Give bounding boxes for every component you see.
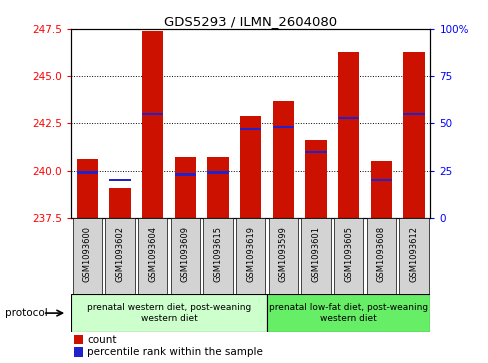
Text: GSM1093604: GSM1093604 xyxy=(148,227,157,282)
Bar xyxy=(403,52,424,218)
Bar xyxy=(77,171,98,174)
Text: GSM1093602: GSM1093602 xyxy=(115,227,124,282)
Bar xyxy=(72,218,102,294)
Text: protocol: protocol xyxy=(5,308,47,318)
Text: percentile rank within the sample: percentile rank within the sample xyxy=(87,347,263,357)
Bar xyxy=(109,188,130,218)
Bar xyxy=(170,218,200,294)
Bar xyxy=(266,294,429,332)
Text: GSM1093619: GSM1093619 xyxy=(245,227,255,282)
Bar xyxy=(305,151,326,153)
Text: GSM1093601: GSM1093601 xyxy=(311,227,320,282)
Text: GSM1093615: GSM1093615 xyxy=(213,227,222,282)
Bar xyxy=(240,116,261,218)
Bar xyxy=(399,218,428,294)
Text: GSM1093612: GSM1093612 xyxy=(408,227,418,282)
Text: GSM1093599: GSM1093599 xyxy=(278,227,287,282)
Title: GDS5293 / ILMN_2604080: GDS5293 / ILMN_2604080 xyxy=(163,15,337,28)
Bar xyxy=(142,31,163,218)
Text: GSM1093605: GSM1093605 xyxy=(344,227,352,282)
Text: count: count xyxy=(87,335,116,345)
Bar xyxy=(174,173,196,176)
Bar xyxy=(403,113,424,115)
Bar xyxy=(207,158,228,218)
Text: GSM1093609: GSM1093609 xyxy=(181,227,189,282)
Bar xyxy=(174,158,196,218)
Text: prenatal western diet, post-weaning
western diet: prenatal western diet, post-weaning west… xyxy=(87,303,250,323)
Text: GSM1093608: GSM1093608 xyxy=(376,226,385,282)
Bar xyxy=(370,179,391,181)
Bar xyxy=(74,335,83,344)
Bar xyxy=(337,52,359,218)
Text: prenatal low-fat diet, post-weaning
western diet: prenatal low-fat diet, post-weaning west… xyxy=(268,303,427,323)
Bar xyxy=(366,218,395,294)
Bar xyxy=(272,101,293,218)
Bar xyxy=(272,126,293,129)
Bar xyxy=(138,218,167,294)
Bar xyxy=(77,159,98,218)
Bar xyxy=(337,117,359,119)
Bar xyxy=(109,179,130,181)
Bar xyxy=(142,113,163,115)
Bar xyxy=(71,294,266,332)
Bar xyxy=(301,218,330,294)
Bar xyxy=(305,140,326,218)
Bar xyxy=(268,218,297,294)
Bar xyxy=(370,161,391,218)
Bar xyxy=(235,218,265,294)
Bar xyxy=(240,128,261,130)
Text: GSM1093600: GSM1093600 xyxy=(82,227,92,282)
Bar xyxy=(207,171,228,174)
Bar xyxy=(74,347,83,356)
Bar xyxy=(203,218,232,294)
Bar xyxy=(333,218,363,294)
Bar xyxy=(105,218,134,294)
